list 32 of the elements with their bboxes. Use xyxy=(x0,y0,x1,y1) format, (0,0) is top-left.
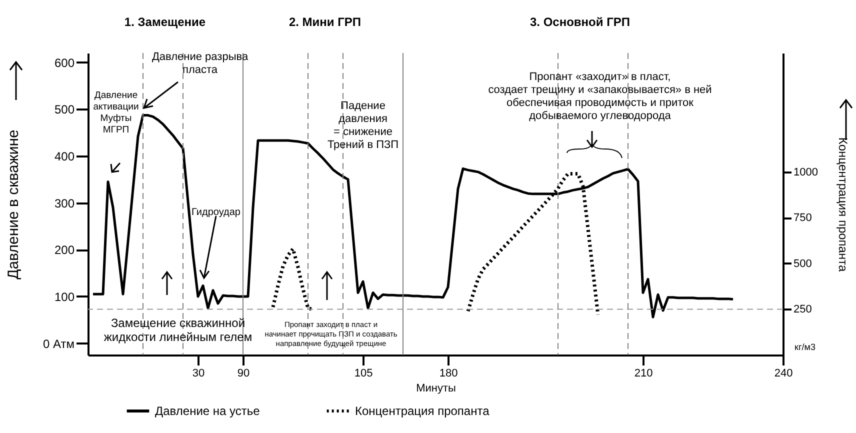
y2-tick-label: 1000 xyxy=(794,166,818,178)
text: 3. Основной ГРП xyxy=(530,15,630,29)
annotation: Давление активации Муфты МГРП xyxy=(93,90,139,136)
legend-label: Концентрация пропанта xyxy=(355,404,490,418)
y-tick-label: 200 xyxy=(54,243,75,258)
x-tick-label: 210 xyxy=(634,368,653,380)
text: 1. Замещение xyxy=(124,15,206,29)
x-tick-label: 180 xyxy=(439,368,458,380)
text: кг/м3 xyxy=(794,342,816,352)
annotation: Давление разрыва пласта xyxy=(152,51,249,76)
x-tick-label: 30 xyxy=(192,368,205,380)
y2-tick-label: 500 xyxy=(794,258,812,270)
y-tick-label: 400 xyxy=(54,150,75,164)
y-tick-label: 100 xyxy=(54,290,75,304)
y2-tick-label: 250 xyxy=(794,304,812,316)
y-tick-label: 0 Атм xyxy=(43,336,74,351)
x-tick-label: 90 xyxy=(237,368,250,380)
x-tick-label: 240 xyxy=(774,368,793,380)
annotation: Гидроудар xyxy=(192,207,241,218)
text: 2. Мини ГРП xyxy=(288,15,362,29)
y2-axis-title: Концентрация пропанта xyxy=(836,137,850,272)
y-tick-label: 600 xyxy=(54,56,75,70)
legend-label: Давление на устье xyxy=(155,404,260,418)
annotation: Падение давления = снижение Трений в ПЗП xyxy=(327,100,399,151)
x-tick-label: 105 xyxy=(354,368,373,380)
y2-tick-label: 750 xyxy=(794,212,812,224)
y-axis-title: Давление в скважине xyxy=(5,130,22,280)
y-tick-label: 300 xyxy=(54,196,75,210)
y-tick-label: 500 xyxy=(54,102,75,117)
annotation: Замещение скважинной жидкости линейным гелем xyxy=(104,316,252,344)
x-axis-title: Минуты xyxy=(416,382,456,394)
annotation: Пропант «заходит» в пласт, создает трещину и «запаковывается» в ней обеспечивая проводимость и приток добываемого углеводорода xyxy=(488,71,712,122)
